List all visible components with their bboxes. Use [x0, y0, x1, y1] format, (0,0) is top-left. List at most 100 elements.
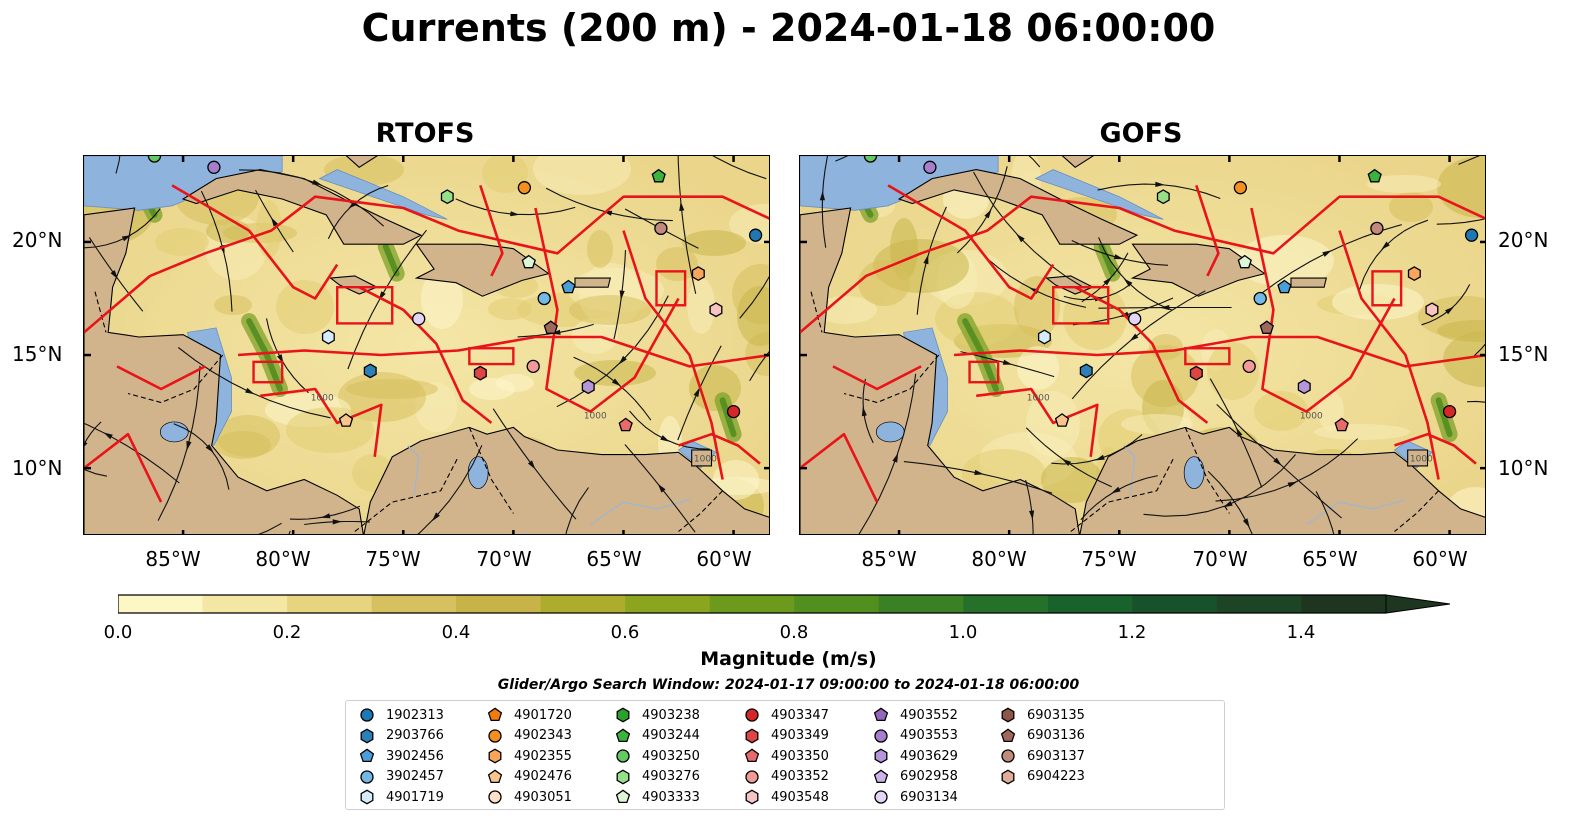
current-speed-patch — [569, 295, 651, 325]
current-speed-patch — [682, 230, 746, 256]
country-border — [468, 427, 514, 514]
streamline-arrow — [660, 435, 670, 442]
streamline-arrow — [1273, 457, 1282, 466]
landmass — [1061, 156, 1094, 168]
legend-label: 6903135 — [1027, 707, 1085, 723]
legend-entry: 4903629 — [872, 747, 958, 765]
river — [1123, 445, 1136, 496]
eez-boundary — [622, 230, 724, 480]
landmass — [1079, 426, 1485, 534]
legend-label: 4901719 — [386, 789, 444, 805]
lon-label-70w: 70°W — [476, 547, 532, 571]
legend-label: 4902476 — [514, 769, 572, 784]
lon-label-85w-gofs: 85°W — [861, 547, 917, 571]
streamline-arrow — [271, 217, 278, 227]
legend-label: 6903136 — [1027, 728, 1085, 743]
float-marker — [1367, 168, 1382, 183]
streamline-arrow — [984, 209, 992, 219]
legend-entry: 4903350 — [743, 747, 829, 765]
float-marker — [1237, 254, 1252, 269]
streamline-arrow — [861, 406, 867, 417]
legend-label: 4903238 — [642, 707, 700, 723]
lon-label-85w: 85°W — [145, 547, 201, 571]
streamline-arrow — [1061, 458, 1072, 466]
streamline-arrow — [819, 191, 825, 201]
float-marker — [473, 365, 487, 381]
float-marker — [1407, 266, 1421, 282]
legend-label: 4903349 — [771, 728, 829, 743]
streamline-arrow — [892, 453, 899, 463]
legend-entry: 6903134 — [872, 788, 958, 806]
legend-marker-icon — [1001, 749, 1015, 763]
current-speed-patch — [1121, 414, 1193, 434]
current-streamline — [712, 156, 767, 180]
strong-current-core — [962, 318, 999, 392]
colorbar-tick: 1.0 — [948, 622, 978, 643]
colorbar-segment — [371, 595, 457, 613]
colorbar-label: Magnitude (m/s) — [700, 648, 877, 670]
float-marker — [207, 160, 221, 174]
current-speed-patch — [215, 431, 271, 459]
current-streamline — [258, 522, 282, 534]
streamline-arrow — [1095, 454, 1105, 461]
legend-entry: 4903349 — [743, 727, 829, 745]
lat-label-10n: 10°N — [12, 456, 63, 480]
float-marker — [1259, 320, 1274, 334]
lake-nicaragua — [875, 421, 905, 443]
streamline-arrow — [1287, 481, 1298, 488]
current-streamline — [1028, 156, 1041, 168]
legend-marker-icon — [1001, 769, 1015, 784]
strong-current-core — [719, 397, 737, 438]
float-marker — [543, 320, 558, 334]
legend-marker-icon — [616, 707, 630, 723]
current-speed-patch — [482, 156, 528, 193]
colorbar-segment — [118, 595, 204, 613]
float-marker — [748, 228, 763, 242]
lat-label-20n: 20°N — [12, 228, 63, 252]
eez-box — [1052, 285, 1110, 325]
legend-entry: 6903136 — [999, 727, 1085, 745]
legend-marker-icon — [1001, 707, 1015, 723]
colorbar-segment — [963, 595, 1049, 613]
current-speed-patch — [276, 280, 334, 334]
landmass — [800, 207, 1080, 534]
float-marker — [726, 404, 741, 419]
legend-entry: 4901720 — [486, 706, 572, 724]
lon-label-75w: 75°W — [365, 547, 421, 571]
current-speed-patch — [421, 269, 463, 329]
legend-entry: 4902343 — [486, 727, 572, 745]
legend-marker-icon — [488, 790, 502, 804]
legend-label: 3902456 — [386, 748, 444, 764]
legend-label: 4902343 — [514, 728, 572, 743]
country-border — [354, 456, 459, 532]
legend-marker-icon — [487, 768, 503, 783]
legend-marker-icon — [745, 789, 759, 805]
legend-label: 4903333 — [642, 789, 700, 805]
streamline-arrow — [527, 460, 536, 470]
legend-label: 1902313 — [386, 707, 444, 723]
colorbar-outline — [118, 594, 1386, 614]
float-marker — [863, 156, 878, 163]
legend-marker-icon — [360, 789, 374, 805]
streamline-arrow — [332, 519, 342, 525]
float-marker — [1054, 413, 1070, 427]
lon-label-60w: 60°W — [696, 547, 752, 571]
streamline-arrow — [611, 378, 621, 387]
current-speed-patch — [1332, 284, 1424, 320]
current-speed-patch — [533, 156, 631, 195]
legend-label: 6903137 — [1027, 748, 1085, 764]
eez-boundary — [238, 335, 769, 368]
legend-label: 4903352 — [771, 769, 829, 784]
float-marker — [691, 266, 705, 282]
legend-marker-icon — [744, 748, 760, 763]
float-marker — [561, 279, 576, 294]
eez-boundary — [116, 365, 206, 391]
streamline-arrow — [110, 270, 118, 280]
current-streamline — [84, 421, 102, 446]
streamline-arrow — [205, 444, 214, 453]
landmass — [691, 449, 713, 467]
depth-contour-label: 1000 — [1410, 454, 1433, 464]
eez-box — [1184, 347, 1231, 366]
streamline-arrow — [1242, 518, 1250, 528]
eez-boundary — [358, 286, 493, 424]
